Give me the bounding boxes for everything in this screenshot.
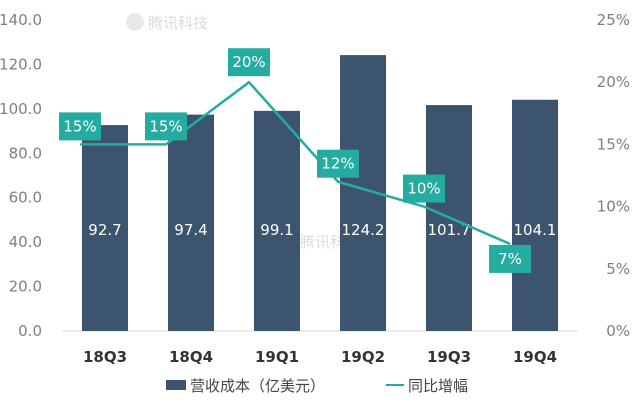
bar-value-label: 124.2 <box>342 221 385 239</box>
bar-18Q4 <box>168 114 214 331</box>
growth-value-label: 7% <box>498 250 522 268</box>
bar-value-label: 104.1 <box>514 221 557 239</box>
growth-marker-18Q4 <box>145 112 187 141</box>
growth-marker-18Q3 <box>59 112 101 141</box>
growth-value-label: 15% <box>63 117 96 135</box>
left-tick-label: 0.0 <box>18 322 42 340</box>
legend: 营收成本（亿美元） 同比增幅 <box>166 377 468 395</box>
x-tick-label: 18Q4 <box>169 348 213 366</box>
growth-value-label: 20% <box>232 53 265 71</box>
bar-value-label: 92.7 <box>88 221 121 239</box>
right-axis-ticks: 0% 5% 10% 15% 20% 25% <box>597 11 630 340</box>
bars: 92.7 97.4 99.1 124.2 101.7 104.1 <box>82 55 558 331</box>
legend-label-growth: 同比增幅 <box>408 377 468 395</box>
right-tick-label: 25% <box>597 11 630 29</box>
x-tick-label: 19Q4 <box>513 348 557 366</box>
svg-text:腾讯科技: 腾讯科技 <box>148 14 208 32</box>
bar-value-label: 101.7 <box>428 221 471 239</box>
x-tick-label: 19Q3 <box>427 348 471 366</box>
legend-swatch-cost <box>166 380 186 390</box>
bar-18Q3 <box>82 125 128 331</box>
left-tick-label: 20.0 <box>9 278 42 296</box>
bar-19Q1 <box>254 110 300 331</box>
growth-marker-19Q4 <box>489 244 531 273</box>
left-tick-label: 60.0 <box>9 189 42 207</box>
bar-value-label: 97.4 <box>174 221 207 239</box>
left-axis-ticks: 0.0 20.0 40.0 60.0 80.0 100.0 120.0 140.0 <box>0 11 42 340</box>
left-tick-label: 140.0 <box>0 11 42 29</box>
growth-marker-19Q2 <box>317 149 359 178</box>
left-tick-label: 40.0 <box>9 233 42 251</box>
left-tick-label: 100.0 <box>0 100 42 118</box>
growth-line <box>80 80 511 246</box>
x-tick-label: 19Q1 <box>255 348 299 366</box>
right-tick-label: 20% <box>597 73 630 91</box>
growth-value-label: 15% <box>149 117 182 135</box>
growth-marker-19Q3 <box>403 174 445 203</box>
bar-value-label: 99.1 <box>260 221 293 239</box>
bar-19Q4 <box>512 99 558 331</box>
right-tick-label: 15% <box>597 135 630 153</box>
right-tick-label: 10% <box>597 198 630 216</box>
legend-label-cost: 营收成本（亿美元） <box>190 377 325 395</box>
x-axis-ticks: 18Q3 18Q4 19Q1 19Q2 19Q3 19Q4 <box>83 348 557 366</box>
x-tick-label: 19Q2 <box>341 348 385 366</box>
x-tick-label: 18Q3 <box>83 348 127 366</box>
right-tick-label: 5% <box>606 260 630 278</box>
growth-value-label: 12% <box>321 155 354 173</box>
growth-line-group: 15% 15% 20% 12% 10% 7% <box>59 48 531 273</box>
left-tick-label: 80.0 <box>9 144 42 162</box>
growth-marker-19Q1 <box>228 48 270 77</box>
right-tick-label: 0% <box>606 322 630 340</box>
left-tick-label: 120.0 <box>0 55 42 73</box>
growth-value-label: 10% <box>407 180 440 198</box>
